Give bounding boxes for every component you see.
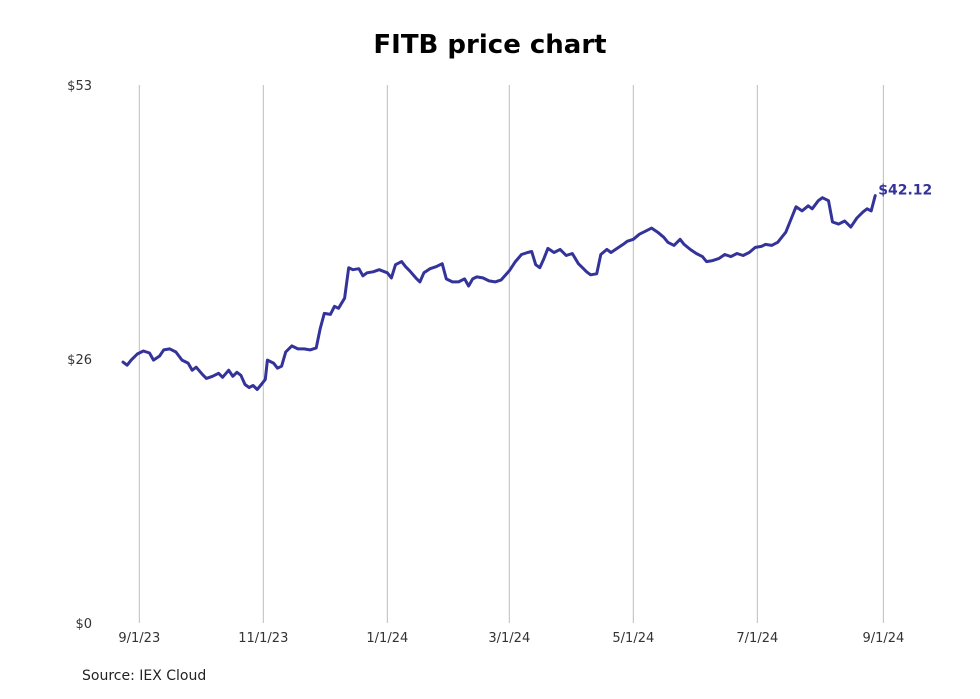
x-tick-label: 9/1/23 bbox=[118, 631, 160, 646]
x-tick-label: 11/1/23 bbox=[238, 631, 288, 646]
y-tick-label: $0 bbox=[75, 617, 92, 632]
y-axis: $0 $26 $53 bbox=[67, 79, 92, 632]
source-note: Source: IEX Cloud bbox=[82, 668, 207, 684]
last-price-label: $42.12 bbox=[878, 183, 932, 199]
x-tick-label: 9/1/24 bbox=[862, 631, 904, 646]
gridlines bbox=[138, 85, 884, 623]
y-tick-label: $26 bbox=[67, 353, 92, 368]
x-axis: 9/1/23 11/1/23 1/1/24 3/1/24 5/1/24 7/1/24 9/1… bbox=[118, 631, 904, 646]
x-tick-label: 3/1/24 bbox=[488, 631, 530, 646]
price-series-line bbox=[121, 194, 877, 391]
y-tick-label: $53 bbox=[67, 79, 92, 94]
x-tick-label: 5/1/24 bbox=[612, 631, 654, 646]
x-tick-label: 7/1/24 bbox=[736, 631, 778, 646]
chart-title: FITB price chart bbox=[373, 30, 607, 60]
x-tick-label: 1/1/24 bbox=[366, 631, 408, 646]
